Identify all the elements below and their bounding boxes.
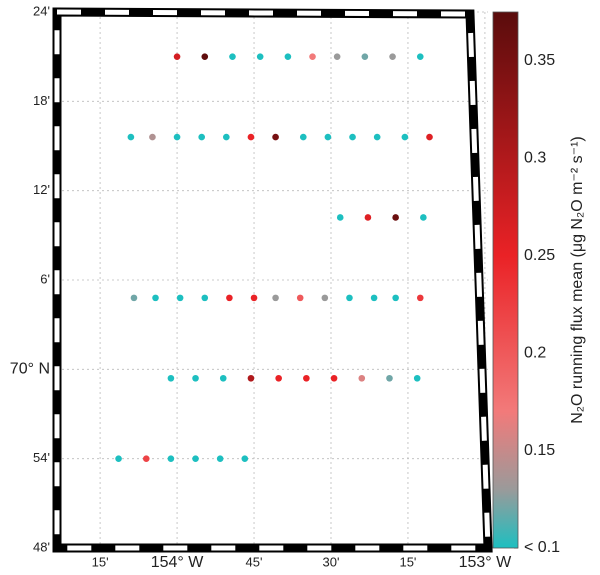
point — [173, 53, 181, 60]
point — [247, 374, 255, 382]
point — [413, 374, 421, 382]
point — [216, 455, 224, 462]
colorbar-label: N₂O running flux mean (μg N₂O m⁻² s⁻¹) — [569, 136, 586, 423]
point — [226, 294, 233, 302]
x-tick-label: 45' — [246, 554, 263, 569]
point — [127, 133, 135, 141]
point — [176, 294, 184, 302]
point — [303, 374, 310, 382]
map-frame-dash — [54, 9, 491, 551]
point — [333, 53, 341, 60]
point — [346, 294, 353, 302]
point — [389, 53, 396, 60]
axes: 15' 154° W 45' 30' 15' 153° W 48' 54' 70° N 6' 12'… — [10, 3, 560, 571]
point — [370, 294, 378, 302]
point — [309, 53, 316, 60]
point — [247, 133, 255, 141]
point — [115, 455, 122, 462]
y-tick-label: 6' — [40, 271, 50, 286]
point — [416, 53, 424, 60]
point — [201, 53, 209, 60]
point — [392, 294, 399, 302]
point — [149, 133, 156, 141]
point — [330, 374, 338, 382]
y-tick-label: 18' — [33, 93, 50, 108]
point — [386, 374, 393, 382]
point — [198, 133, 205, 141]
y-tick-label: 24' — [33, 3, 50, 18]
point — [192, 455, 199, 462]
point — [272, 294, 279, 302]
point — [321, 294, 329, 302]
x-tick-label: 154° W — [151, 554, 205, 571]
point — [152, 294, 159, 302]
point — [364, 214, 372, 221]
colorbar-tick-label: < 0.1 — [524, 539, 560, 556]
point — [167, 455, 175, 462]
y-tick-label: 48' — [33, 539, 50, 554]
point — [130, 294, 138, 302]
point — [201, 294, 209, 302]
point — [250, 294, 258, 302]
x-tick-label: 153° W — [459, 554, 513, 571]
colorbar-tick-label: 0.25 — [524, 247, 555, 264]
point — [299, 133, 307, 141]
point — [241, 455, 249, 462]
y-tick-label: 12' — [33, 182, 50, 197]
point — [173, 133, 181, 141]
x-tick-label: 30' — [323, 554, 340, 569]
point — [284, 53, 292, 60]
point — [420, 214, 427, 221]
point — [358, 374, 366, 382]
point — [256, 53, 264, 60]
point — [167, 374, 175, 382]
point — [223, 133, 230, 141]
point — [142, 455, 150, 462]
x-tick-label: 15' — [92, 554, 109, 569]
point — [229, 53, 236, 60]
colorbar-tick-label: 0.3 — [524, 149, 546, 166]
point — [349, 133, 356, 141]
point — [336, 214, 344, 221]
point — [296, 294, 304, 302]
x-tick-label: 15' — [399, 554, 416, 569]
y-tick-label: 70° N — [10, 361, 50, 378]
point — [392, 214, 399, 221]
colorbar-tick-label: 0.35 — [524, 52, 555, 69]
colorbar-tick-label: 0.15 — [524, 442, 555, 459]
point — [373, 133, 381, 141]
colorbar — [492, 11, 519, 549]
colorbar-tick-label: 0.2 — [524, 344, 546, 361]
point — [272, 133, 279, 141]
point — [401, 133, 409, 141]
point — [426, 133, 433, 141]
point — [275, 374, 282, 382]
grid — [57, 11, 488, 549]
y-tick-label: 54' — [33, 450, 50, 465]
point — [192, 374, 199, 382]
point — [416, 294, 424, 302]
points — [115, 53, 433, 462]
point — [361, 53, 369, 60]
point — [219, 374, 227, 382]
point — [324, 133, 332, 141]
